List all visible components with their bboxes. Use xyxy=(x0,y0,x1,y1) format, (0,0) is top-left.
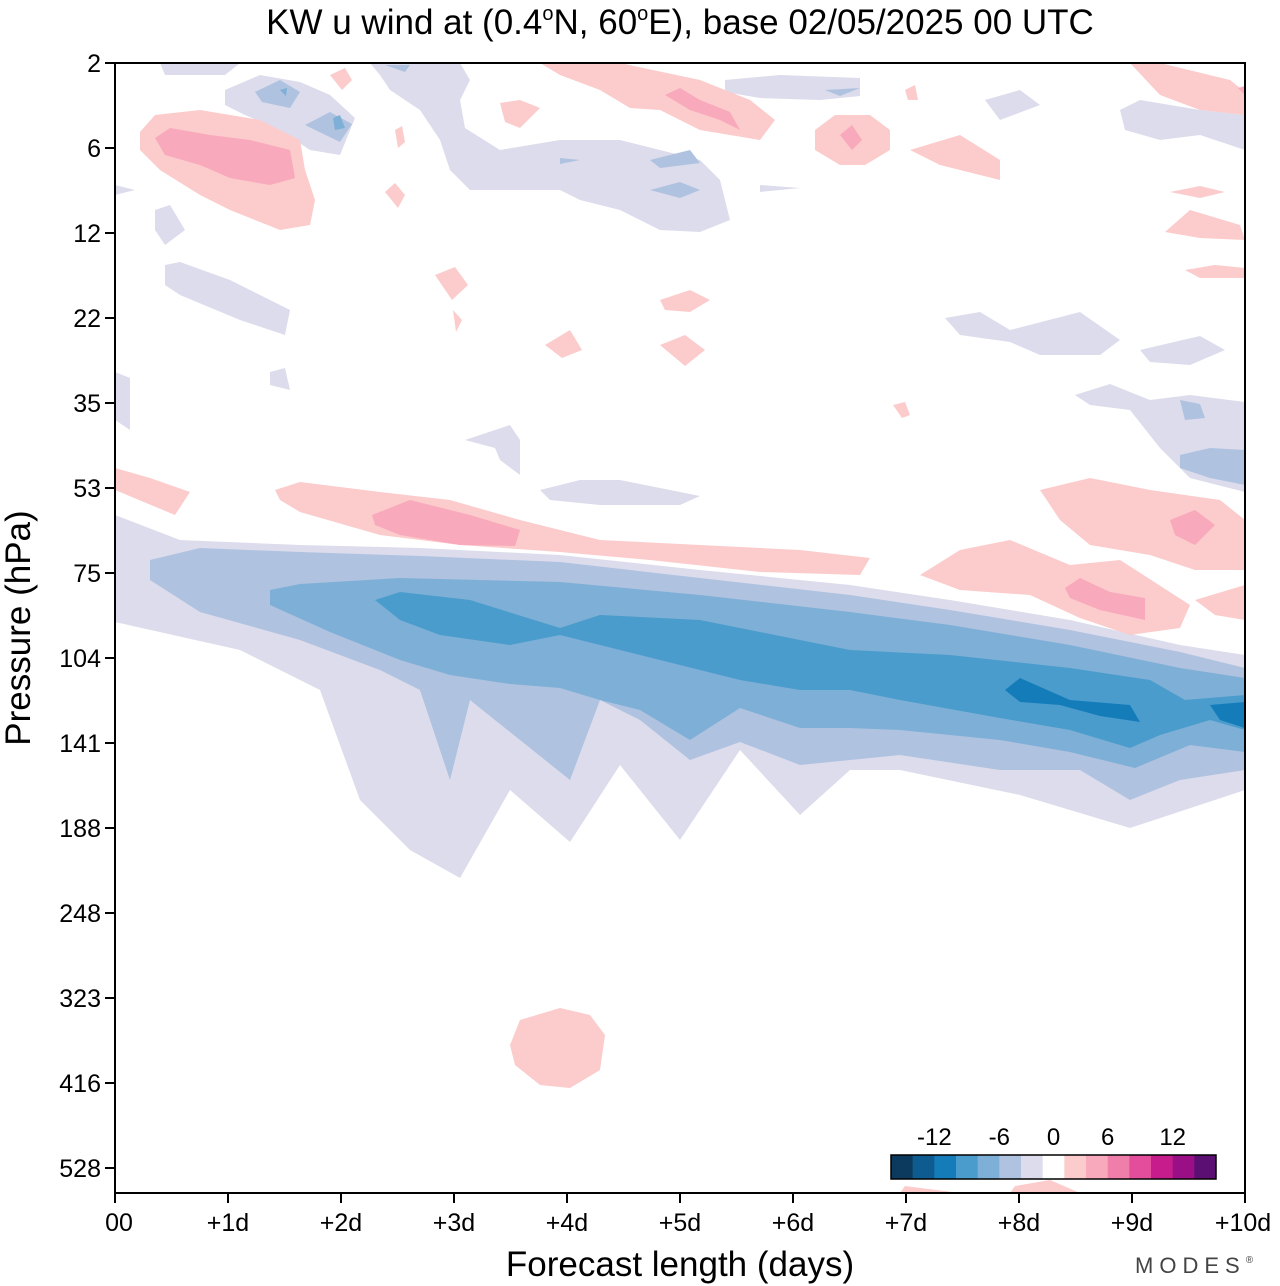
contour-neg-5 xyxy=(1005,678,1245,728)
contour-neg-top-3 xyxy=(280,88,345,130)
modes-logo: MODES® xyxy=(1135,1253,1259,1278)
brand-text: MODES xyxy=(1135,1253,1246,1278)
colorbar-tick-label: -6 xyxy=(989,1124,1010,1151)
chart-title: KW u wind at (0.4oN, 60oE), base 02/05/2… xyxy=(266,3,1094,42)
title-suffix: E), base 02/05/2025 00 UTC xyxy=(648,3,1094,42)
x-tick-label: +4d xyxy=(546,1209,588,1237)
colorbar-swatch xyxy=(1151,1155,1174,1179)
x-tick-label: +2d xyxy=(320,1209,362,1237)
x-tick-label: +1d xyxy=(207,1209,249,1237)
y-axis: 2 6 12 22 35 53 75 104 141 188 248 323 416 528 xyxy=(59,50,115,1183)
contour-pos-2 xyxy=(372,500,1215,620)
colorbar-swatch xyxy=(999,1155,1022,1179)
y-tick-label: 12 xyxy=(73,220,101,248)
y-tick-label: 6 xyxy=(87,135,101,163)
contour-pos-top-2 xyxy=(155,86,1245,185)
y-tick-label: 528 xyxy=(59,1155,101,1183)
x-tick-label: +3d xyxy=(433,1209,475,1237)
y-tick-label: 35 xyxy=(73,390,101,418)
y-tick-label: 53 xyxy=(73,475,101,503)
colorbar-swatch xyxy=(934,1155,957,1179)
title-deg2: o xyxy=(637,3,648,25)
brand-mark: ® xyxy=(1246,1255,1259,1266)
colorbar-tick-label: 6 xyxy=(1101,1124,1114,1151)
colorbar-swatch xyxy=(1129,1155,1152,1179)
colorbar-swatch xyxy=(1086,1155,1109,1179)
x-tick-label: +7d xyxy=(885,1209,927,1237)
y-tick-label: 75 xyxy=(73,560,101,588)
y-tick-label: 22 xyxy=(73,305,101,333)
colorbar-swatch xyxy=(977,1155,1000,1179)
y-tick-label: 2 xyxy=(87,50,101,78)
colorbar: -12 -6 0 6 12 xyxy=(890,1124,1217,1180)
colorbar-swatch xyxy=(1107,1155,1130,1179)
y-tick-label: 323 xyxy=(59,985,101,1013)
colorbar-swatch xyxy=(1021,1155,1044,1179)
colorbar-swatch xyxy=(1194,1155,1217,1179)
colorbar-tick-label: -12 xyxy=(917,1124,952,1151)
y-tick-label: 188 xyxy=(59,815,101,843)
x-axis-label: Forecast length (days) xyxy=(506,1245,854,1284)
colorbar-swatch xyxy=(1064,1155,1087,1179)
x-tick-label: +9d xyxy=(1111,1209,1153,1237)
colorbar-frame xyxy=(890,1154,1217,1180)
y-tick-label: 416 xyxy=(59,1070,101,1098)
title-mid: N, 60 xyxy=(554,3,638,42)
contour-fills xyxy=(115,63,1245,1193)
title-deg1: o xyxy=(542,3,553,25)
x-tick-label: +5d xyxy=(659,1209,701,1237)
x-axis: 00 +1d +2d +3d +4d +5d +6d +7d +8d +9d +10d xyxy=(105,1193,1271,1237)
colorbar-tick-label: 12 xyxy=(1159,1124,1186,1151)
x-tick-label: 00 xyxy=(105,1209,133,1237)
colorbar-swatch xyxy=(1042,1155,1065,1179)
x-tick-label: +10d xyxy=(1215,1209,1271,1237)
colorbar-swatch xyxy=(1172,1155,1195,1179)
title-prefix: KW u wind at (0.4 xyxy=(266,3,542,42)
x-tick-label: +6d xyxy=(772,1209,814,1237)
y-tick-label: 104 xyxy=(59,645,101,673)
x-tick-label: +8d xyxy=(998,1209,1040,1237)
colorbar-swatch xyxy=(956,1155,979,1179)
y-tick-label: 248 xyxy=(59,900,101,928)
y-tick-label: 141 xyxy=(59,730,101,758)
colorbar-tick-label: 0 xyxy=(1047,1124,1060,1151)
colorbar-swatch xyxy=(891,1155,914,1179)
y-axis-label: Pressure (hPa) xyxy=(0,510,38,745)
contour-neg-4 xyxy=(375,592,1245,748)
contour-neg-top-1 xyxy=(115,63,1245,505)
colorbar-swatch xyxy=(912,1155,935,1179)
